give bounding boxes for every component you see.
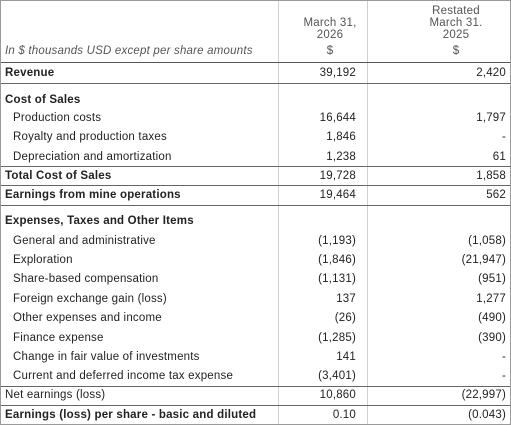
row-label: Other expenses and income — [13, 312, 162, 324]
row-label: Foreign exchange gain (loss) — [13, 293, 167, 305]
row-value: - — [501, 131, 506, 143]
row-value: (21,947) — [461, 254, 506, 266]
column-header: March 31. — [429, 17, 483, 29]
row-label: Earnings from mine operations — [5, 189, 181, 201]
row-value: (1,193) — [318, 235, 356, 247]
row-value: 2,420 — [476, 67, 506, 79]
row-label: Exploration — [13, 254, 73, 266]
row-value: (490) — [478, 312, 506, 324]
table-note: In $ thousands USD except per share amou… — [5, 45, 253, 57]
row-value: 562 — [486, 189, 506, 201]
row-rule — [1, 83, 510, 84]
row-value: (26) — [334, 312, 356, 324]
row-value: 1,238 — [326, 151, 356, 163]
row-label: Share-based compensation — [13, 273, 159, 285]
row-value: (0.043) — [468, 409, 506, 421]
row-label: Net earnings (loss) — [5, 389, 106, 401]
row-rule — [1, 386, 510, 387]
row-label: Earnings (loss) per share - basic and di… — [5, 409, 257, 421]
row-label: Production costs — [13, 112, 102, 124]
row-label: Current and deferred income tax expense — [13, 370, 234, 382]
column-header: $ — [452, 45, 460, 57]
row-value: 39,192 — [319, 67, 356, 79]
header-rule — [1, 62, 510, 63]
row-rule — [1, 185, 510, 186]
row-label: General and administrative — [13, 235, 156, 247]
row-rule — [1, 205, 510, 206]
row-value: (1,285) — [318, 332, 356, 344]
row-label: Revenue — [5, 67, 55, 79]
row-label: Change in fair value of investments — [13, 351, 200, 363]
row-value: - — [501, 351, 506, 363]
row-value: (3,401) — [318, 370, 356, 382]
row-value: (22,997) — [461, 389, 506, 401]
column-divider — [367, 1, 368, 424]
row-value: 141 — [336, 351, 356, 363]
row-value: 1,277 — [476, 293, 506, 305]
row-label: Depreciation and amortization — [13, 151, 172, 163]
column-header: $ — [326, 45, 334, 57]
row-rule — [1, 166, 510, 167]
row-value: 0.10 — [332, 409, 356, 421]
row-label: Total Cost of Sales — [5, 170, 112, 182]
row-value: (1,131) — [318, 273, 356, 285]
row-value: 10,860 — [319, 389, 356, 401]
column-divider — [278, 1, 279, 424]
row-label: Finance expense — [13, 332, 104, 344]
row-value: - — [501, 370, 506, 382]
row-value: (1,846) — [318, 254, 356, 266]
row-value: (951) — [478, 273, 506, 285]
row-value: (390) — [478, 332, 506, 344]
column-header: 2026 — [316, 29, 344, 41]
row-label: Royalty and production taxes — [13, 131, 167, 143]
row-value: 61 — [492, 151, 506, 163]
row-label: Cost of Sales — [5, 94, 81, 106]
row-value: 1,797 — [476, 112, 506, 124]
column-header: 2025 — [442, 29, 470, 41]
row-value: 19,464 — [319, 189, 356, 201]
row-value: 1,846 — [326, 131, 356, 143]
row-label: Expenses, Taxes and Other Items — [5, 215, 194, 227]
row-rule — [1, 405, 510, 406]
column-header: Restated — [432, 5, 480, 17]
row-value: 16,644 — [319, 112, 356, 124]
row-value: 19,728 — [319, 170, 356, 182]
row-value: 137 — [336, 293, 356, 305]
column-header: March 31, — [303, 17, 357, 29]
row-value: (1,058) — [468, 235, 506, 247]
row-value: 1,858 — [476, 170, 506, 182]
